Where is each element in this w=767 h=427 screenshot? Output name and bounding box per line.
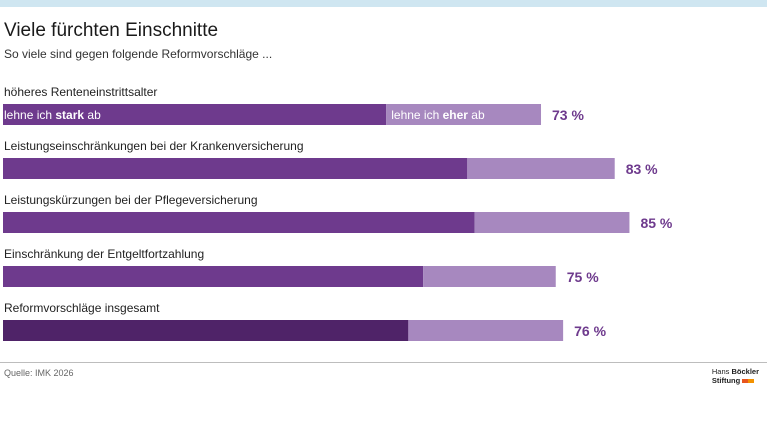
- bar-segment-stark: [3, 104, 387, 125]
- total-value-label: 76 %: [574, 323, 606, 339]
- bar-group: Reformvorschläge insgesamt 76 %: [3, 301, 607, 341]
- chart-title: Viele fürchten Einschnitte: [4, 20, 219, 41]
- source-note: Quelle: IMK 2026: [4, 368, 74, 378]
- inline-label-stark: lehne ich stark ab: [4, 108, 101, 122]
- category-label: Leistungseinschränkungen bei der Kranken…: [4, 139, 304, 153]
- total-value-label: 85 %: [640, 215, 672, 231]
- logo-mark-icon: [742, 379, 755, 384]
- category-label: Reformvorschläge insgesamt: [4, 301, 160, 315]
- total-value-label: 73 %: [552, 107, 584, 123]
- bar-segment-stark: [3, 158, 468, 179]
- bar-segment-stark: [3, 266, 424, 287]
- publisher-logo: Hans Böckler Stiftung: [711, 367, 759, 385]
- top-accent-bar: [0, 0, 767, 7]
- footer-divider: [0, 362, 767, 363]
- bar-segment-eher: [423, 266, 556, 287]
- bar-group: höheres Renteneinstrittsalter lehne ich s…: [3, 85, 584, 125]
- category-label: höheres Renteneinstrittsalter: [4, 85, 157, 99]
- category-label: Leistungskürzungen bei der Pflegeversich…: [4, 193, 258, 207]
- total-value-label: 83 %: [626, 161, 658, 177]
- category-label: Einschränkung der Entgeltfortzahlung: [4, 247, 204, 261]
- bar-segment-stark: [3, 320, 409, 341]
- inline-label-eher: lehne ich eher ab: [391, 108, 485, 122]
- bar-segment-eher: [474, 212, 630, 233]
- total-value-label: 75 %: [567, 269, 599, 285]
- bar-group: Einschränkung der Entgeltfortzahlung 75 %: [3, 247, 599, 287]
- bar-group: Leistungseinschränkungen bei der Kranken…: [3, 139, 658, 179]
- bar-segment-eher: [408, 320, 564, 341]
- stacked-bar-chart: höheres Renteneinstrittsalter lehne ich s…: [3, 85, 673, 341]
- bar-segment-eher: [467, 158, 615, 179]
- bar-segment-eher: [386, 104, 542, 125]
- chart-subtitle: So viele sind gegen folgende Reformvorsc…: [4, 47, 273, 61]
- bar-segment-stark: [3, 212, 475, 233]
- bar-group: Leistungskürzungen bei der Pflegeversich…: [3, 193, 673, 233]
